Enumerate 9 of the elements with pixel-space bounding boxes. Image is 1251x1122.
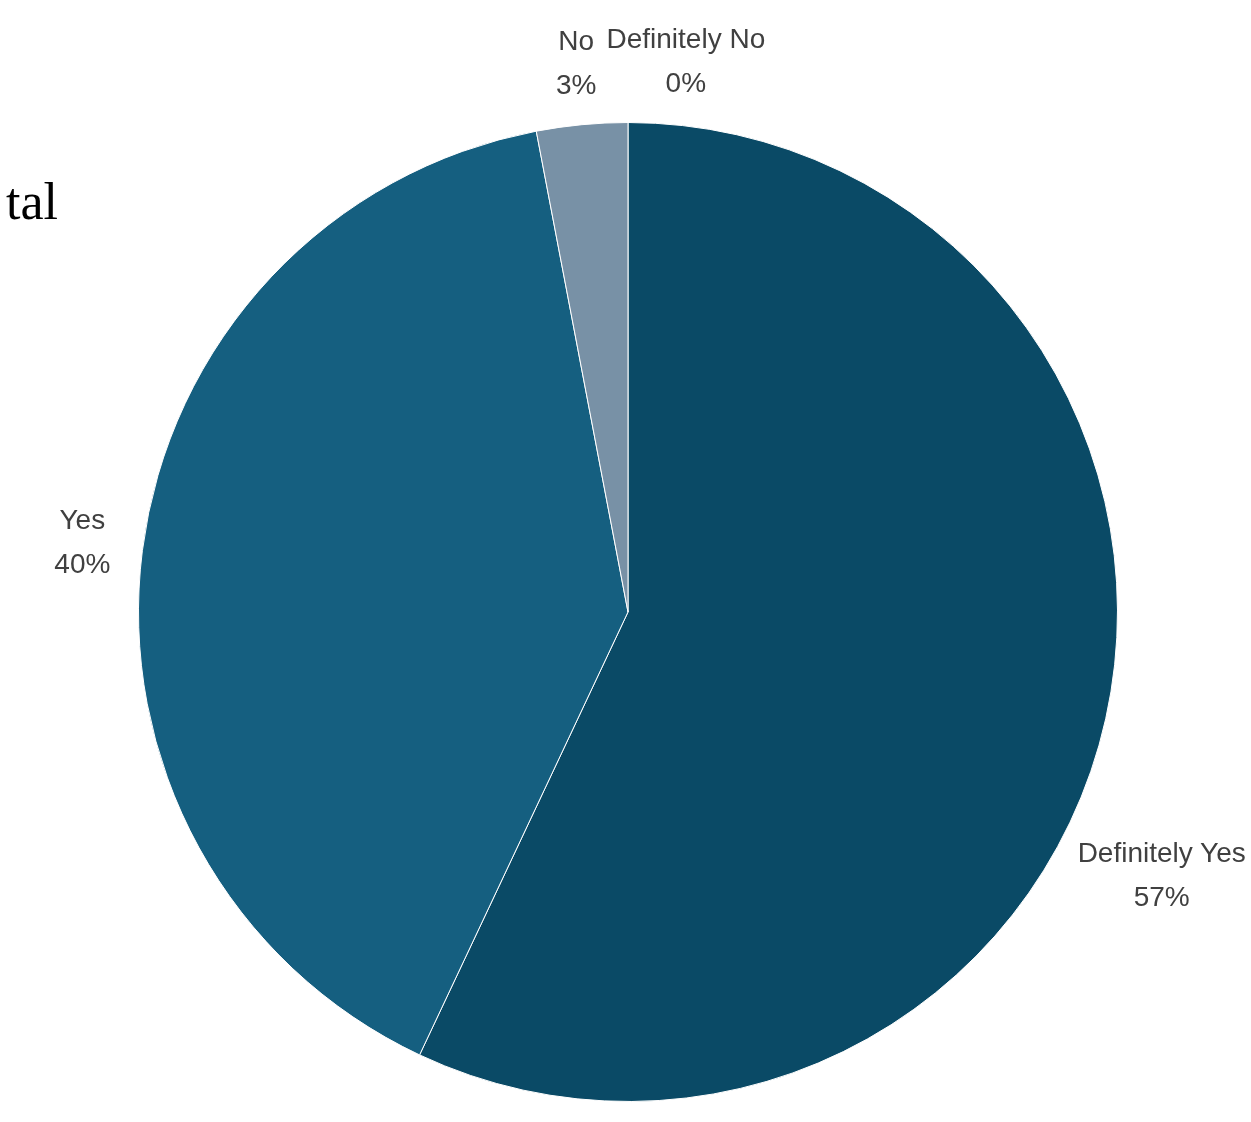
slice-label: No (558, 25, 595, 57)
slice-label: Yes (59, 503, 106, 535)
data-label: 40% (54, 547, 111, 579)
text: tal (6, 172, 58, 230)
data-label: 57% (1133, 880, 1190, 912)
slice-label: Definitely Yes (1077, 836, 1246, 868)
data-label: 3% (556, 69, 597, 101)
text: 0% (665, 66, 707, 98)
category-label: Definitely No (606, 22, 766, 54)
